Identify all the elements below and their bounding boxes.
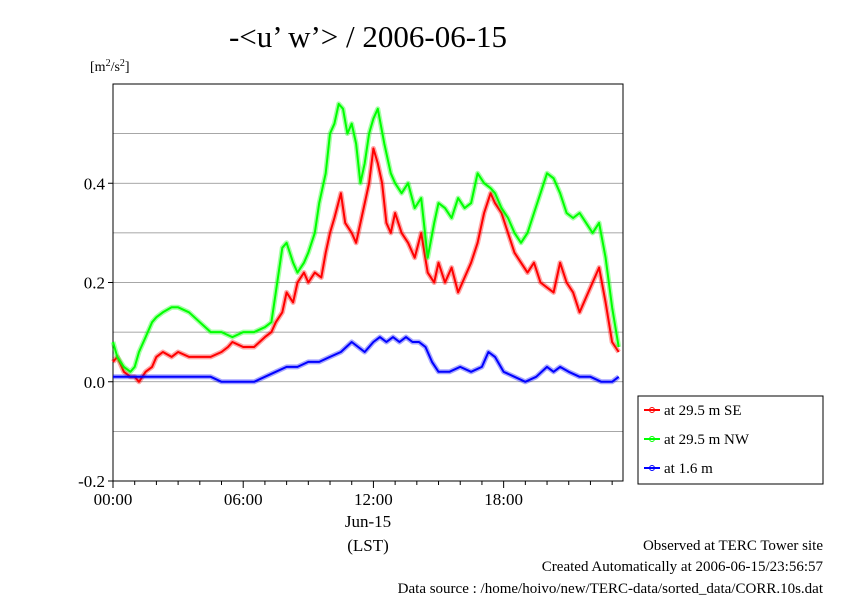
y-axis: -0.2 0.0 0.2 0.4 [78, 174, 113, 491]
gridlines [113, 133, 623, 432]
series-lines [110, 101, 622, 385]
x-tick-label: 12:00 [354, 490, 393, 509]
legend-label: at 1.6 m [664, 461, 713, 477]
y-tick-label: 0.0 [84, 373, 105, 392]
x-axis-label: (LST) [347, 536, 389, 555]
series-halo [113, 334, 621, 385]
series-line [112, 147, 620, 383]
y-tick-label: 0.4 [84, 174, 106, 193]
legend-label: at 29.5 m SE [664, 403, 742, 419]
footer-source: Data source : /home/hoivo/new/TERC-data/… [398, 581, 824, 595]
y-tick-label: -0.2 [78, 472, 105, 491]
series-halo [110, 101, 622, 375]
legend-marker [649, 407, 655, 413]
y-tick-label: 0.2 [84, 274, 105, 293]
legend-label: at 29.5 m NW [664, 432, 750, 448]
x-date-label: Jun-15 [345, 512, 391, 531]
x-tick-label: 06:00 [224, 490, 263, 509]
x-tick-label: 18:00 [484, 490, 523, 509]
legend-marker [649, 465, 655, 471]
legend-entries: at 29.5 m SE at 29.5 m NW at 1.6 m [644, 403, 750, 477]
series-line [112, 102, 620, 373]
x-tick-label: 00:00 [94, 490, 133, 509]
y-axis-unit: [m2/s2] [90, 58, 130, 75]
x-axis: 00:00 06:00 12:00 18:00 [94, 481, 613, 509]
footer-observed: Observed at TERC Tower site [643, 538, 823, 554]
series-line [113, 336, 620, 383]
chart-title: -<u’ w’> / 2006-06-15 [229, 19, 507, 54]
footer-created: Created Automatically at 2006-06-15/23:5… [542, 559, 824, 575]
legend [637, 395, 824, 485]
legend-marker [649, 436, 655, 442]
